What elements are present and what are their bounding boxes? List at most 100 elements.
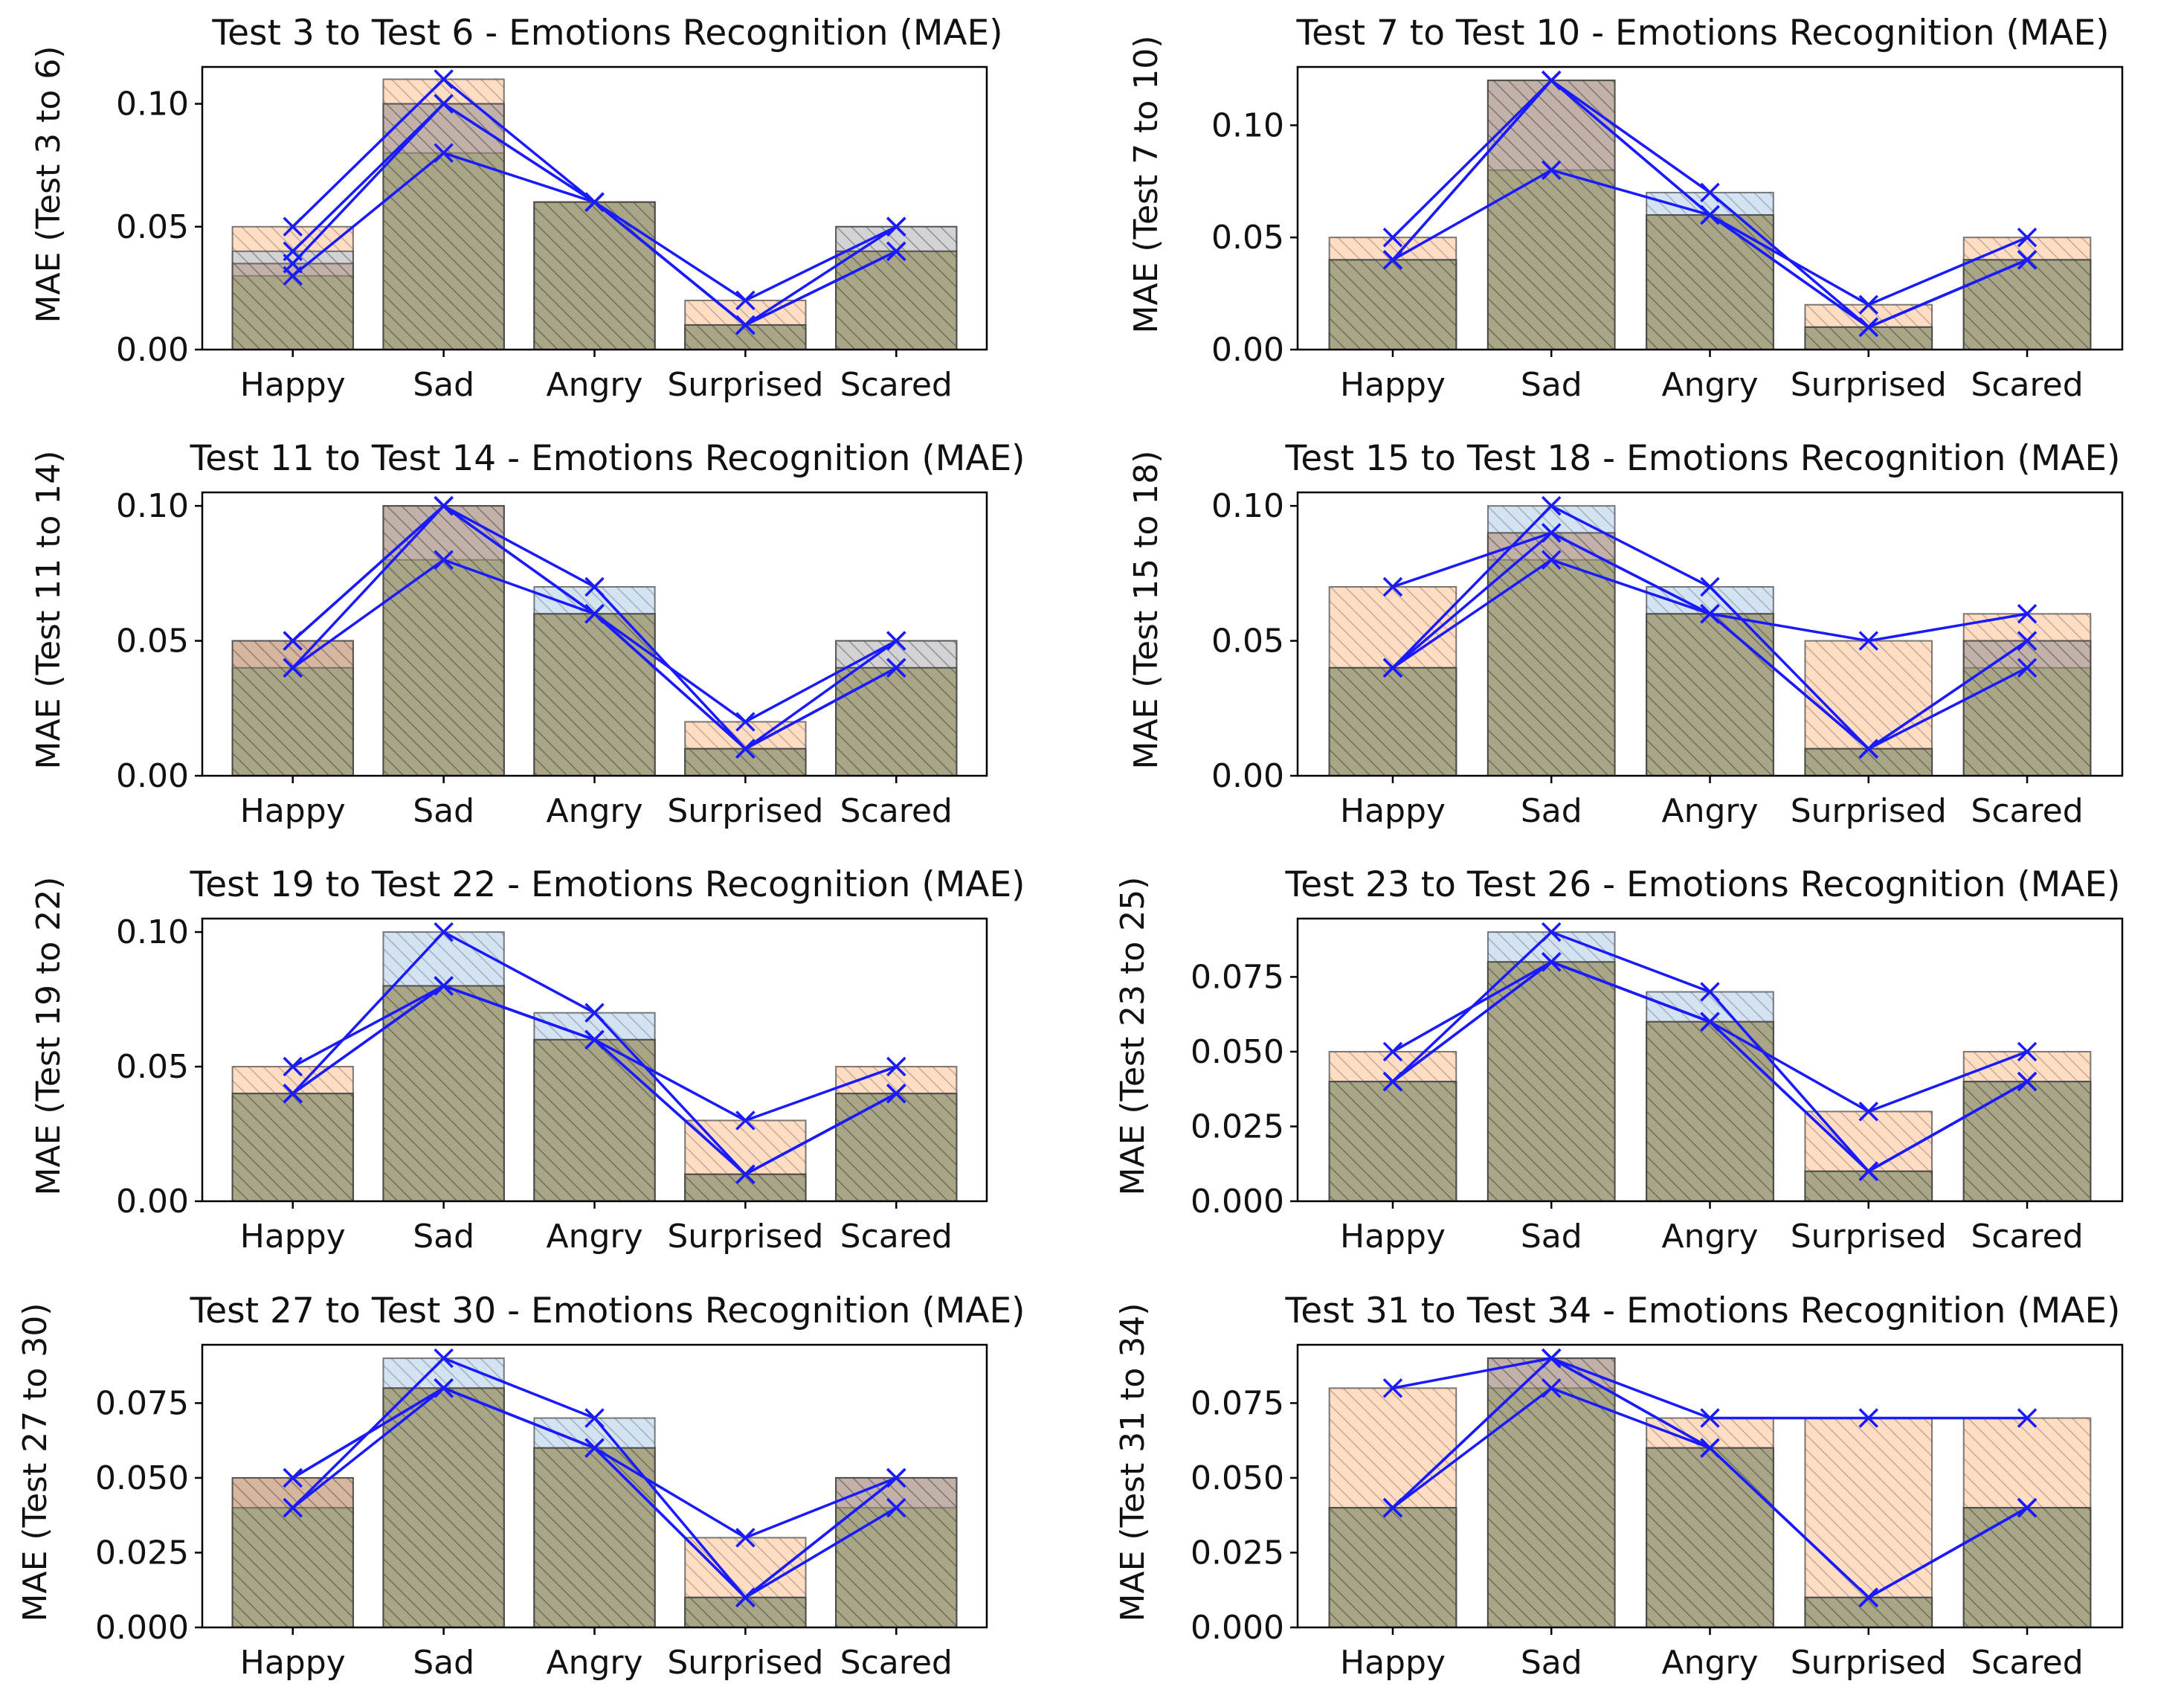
- x-tick-label: Scared: [1971, 1218, 2083, 1256]
- bar: [1486, 80, 1616, 350]
- data-point-marker: [2017, 1497, 2038, 1518]
- data-point-marker: [886, 1467, 906, 1488]
- x-tick-label: Angry: [1661, 366, 1758, 404]
- bar: [231, 1093, 354, 1202]
- plot-area: 0.000 0.025 0.050 0.075 Happy Sad Angry Surpris…: [1191, 917, 2124, 1256]
- data-point-marker: [1541, 1378, 1562, 1398]
- data-point-marker: [735, 1528, 756, 1548]
- data-point-marker: [1541, 523, 1562, 543]
- data-point-marker: [584, 604, 605, 624]
- bar: [1962, 640, 2092, 777]
- data-point-marker: [1541, 1348, 1562, 1369]
- data-point-marker: [1382, 227, 1403, 248]
- plot-area: 0.00 0.05 0.10 Happy Sad Angry Surprised Scared: [116, 487, 988, 830]
- x-tick-label: Surprised: [1791, 1644, 1947, 1682]
- chart-title: Test 27 to Test 30 - Emotions Recognitio…: [190, 1290, 1025, 1331]
- bar: [382, 1387, 505, 1628]
- bar-hatch: [382, 505, 505, 777]
- y-axis-label: MAE (Test 15 to 18): [1127, 451, 1165, 770]
- x-tick-label: Scared: [840, 1218, 953, 1256]
- x-tick-label: Angry: [1661, 1218, 1758, 1256]
- bar-hatch: [533, 201, 656, 350]
- subplot-7: Test 27 to Test 30 - Emotions Recognitio…: [16, 1290, 1025, 1682]
- subplot-8: Test 31 to Test 34 - Emotions Recognitio…: [1114, 1290, 2124, 1682]
- x-tick-label: Happy: [240, 792, 346, 830]
- data-point-marker: [1858, 1161, 1879, 1182]
- data-point-marker: [1541, 922, 1562, 942]
- data-point-marker: [283, 1056, 303, 1077]
- y-tick-label: 0.050: [1191, 1459, 1284, 1497]
- x-tick-label: Surprised: [667, 1218, 823, 1256]
- data-point-marker: [1700, 604, 1720, 624]
- bar-hatch: [231, 1093, 354, 1202]
- subplot-1: Test 3 to Test 6 - Emotions Recognition …: [30, 13, 1003, 404]
- chart-title: Test 23 to Test 26 - Emotions Recognitio…: [1285, 864, 2121, 905]
- data-point-marker: [1700, 182, 1720, 203]
- data-point-marker: [1382, 1497, 1403, 1518]
- y-tick-label: 0.000: [95, 1609, 189, 1647]
- bar: [684, 324, 807, 350]
- data-point-marker: [434, 922, 454, 942]
- y-tick-label: 0.05: [1211, 219, 1284, 257]
- bar-hatch: [1962, 1507, 2092, 1628]
- plot-area: 0.00 0.05 0.10 Happy Sad Angry Surprised Scared: [1211, 65, 2124, 404]
- x-tick-label: Sad: [1521, 1218, 1582, 1256]
- x-tick-label: Scared: [840, 792, 953, 830]
- bar-hatch: [835, 1093, 958, 1202]
- x-tick-label: Angry: [546, 366, 642, 404]
- bar: [1486, 961, 1616, 1202]
- data-point-marker: [1541, 160, 1562, 180]
- data-point-marker: [283, 1467, 303, 1488]
- x-tick-label: Happy: [1340, 1644, 1446, 1682]
- data-point-marker: [886, 241, 906, 262]
- bar-hatch: [231, 1476, 354, 1628]
- data-point-marker: [735, 1587, 756, 1608]
- y-tick-label: 0.075: [1191, 958, 1284, 996]
- plot-area: 0.00 0.05 0.10 Happy Sad Angry Surprised Scared: [1211, 487, 2124, 830]
- data-point-marker: [1858, 295, 1879, 315]
- y-tick-label: 0.00: [1211, 331, 1284, 369]
- bar-hatch: [1804, 1417, 1933, 1629]
- y-tick-label: 0.00: [116, 757, 189, 795]
- bar-hatch: [1804, 1170, 1933, 1202]
- data-point-marker: [735, 315, 756, 335]
- chart-title: Test 11 to Test 14 - Emotions Recognitio…: [190, 438, 1025, 479]
- data-point-marker: [1700, 576, 1720, 597]
- x-tick-label: Happy: [1340, 366, 1446, 404]
- bar: [835, 666, 958, 777]
- bar-hatch: [1328, 259, 1457, 350]
- data-point-marker: [886, 1084, 906, 1104]
- chart-title: Test 19 to Test 22 - Emotions Recognitio…: [190, 864, 1025, 905]
- data-point-marker: [584, 576, 605, 597]
- data-point-marker: [886, 658, 906, 678]
- data-point-marker: [2017, 631, 2038, 651]
- y-tick-label: 0.00: [1211, 757, 1284, 795]
- bar: [533, 201, 656, 350]
- y-tick-label: 0.075: [1191, 1384, 1284, 1422]
- x-tick-label: Happy: [240, 1218, 346, 1256]
- y-tick-label: 0.050: [1191, 1033, 1284, 1071]
- data-point-marker: [735, 290, 756, 311]
- x-tick-label: Angry: [546, 1218, 642, 1256]
- bar: [1804, 1596, 1933, 1628]
- bar: [1328, 1081, 1457, 1202]
- bar-hatch: [382, 1387, 505, 1628]
- bar-hatch: [684, 1596, 807, 1628]
- data-point-marker: [886, 631, 906, 651]
- x-tick-label: Scared: [840, 1644, 953, 1682]
- y-tick-label: 0.10: [116, 913, 189, 951]
- data-point-marker: [886, 216, 906, 237]
- y-axis-label: MAE (Test 11 to 14): [30, 451, 68, 770]
- bar-hatch: [1646, 1020, 1774, 1202]
- y-axis-label: MAE (Test 19 to 22): [30, 877, 68, 1196]
- plot-area: 0.00 0.05 0.10 Happy Sad Angry Surprised Scared: [116, 913, 988, 1256]
- x-tick-label: Sad: [413, 366, 474, 404]
- data-point-marker: [283, 254, 303, 274]
- bar-hatch: [1486, 80, 1616, 350]
- data-point-marker: [434, 94, 454, 114]
- subplot-6: Test 23 to Test 26 - Emotions Recognitio…: [1114, 864, 2124, 1256]
- bar: [1646, 1447, 1774, 1628]
- bar: [1804, 1170, 1933, 1202]
- data-point-marker: [434, 550, 454, 570]
- y-tick-label: 0.10: [1211, 487, 1284, 525]
